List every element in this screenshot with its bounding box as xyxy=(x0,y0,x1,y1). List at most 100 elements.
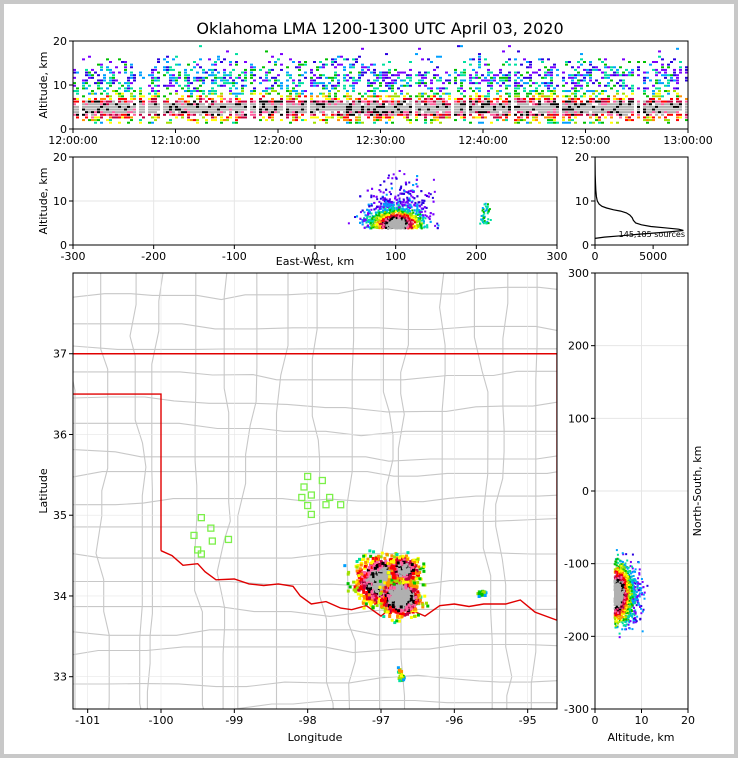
ew-cell xyxy=(415,225,418,228)
time-height-cell xyxy=(454,108,457,111)
time-height-cell xyxy=(391,74,394,77)
time-height-cell xyxy=(571,105,574,108)
time-height-cell xyxy=(589,121,592,124)
time-height-cell xyxy=(106,111,109,114)
time-height-cell xyxy=(367,111,370,114)
time-height-cell xyxy=(598,121,601,124)
time-height-cell xyxy=(424,76,427,79)
ew-cell xyxy=(415,178,418,181)
time-height-cell xyxy=(499,97,502,100)
time-height-cell xyxy=(376,111,379,114)
time-height-cell xyxy=(292,105,295,108)
time-height-cell xyxy=(157,108,160,111)
time-height-cell xyxy=(109,76,112,79)
time-height-cell xyxy=(268,108,271,111)
time-height-cell xyxy=(292,87,295,90)
time-height-cell xyxy=(316,82,319,85)
time-height-cell xyxy=(469,121,472,124)
ew-cell xyxy=(423,199,426,202)
time-height-cell xyxy=(103,97,106,100)
time-height-cell xyxy=(244,76,247,79)
time-height-cell xyxy=(280,113,283,116)
time-height-cell xyxy=(604,111,607,114)
time-height-cell xyxy=(460,113,463,116)
time-height-cell xyxy=(580,111,583,114)
time-height-cell xyxy=(574,92,577,95)
time-height-cell xyxy=(424,111,427,114)
time-height-cell xyxy=(358,76,361,79)
time-height-cell xyxy=(121,113,124,116)
ew-cell xyxy=(481,219,484,222)
time-height-cell xyxy=(106,95,109,98)
time-height-cell xyxy=(121,84,124,87)
time-height-cell xyxy=(649,119,652,122)
time-height-cell xyxy=(598,84,601,87)
time-height-cell xyxy=(250,66,253,69)
time-height-cell xyxy=(319,74,322,77)
time-height-cell xyxy=(109,105,112,108)
time-height-cell xyxy=(418,92,421,95)
time-height-cell xyxy=(358,121,361,124)
time-height-cell xyxy=(517,100,520,103)
time-height-cell xyxy=(361,63,364,66)
time-height-cell xyxy=(82,87,85,90)
plan-view-cell xyxy=(355,583,359,587)
time-height-cell xyxy=(553,111,556,114)
time-height-cell xyxy=(661,66,664,69)
time-height-cell xyxy=(385,95,388,98)
time-height-cell xyxy=(286,79,289,82)
time-height-cell xyxy=(331,113,334,116)
time-height-cell xyxy=(397,108,400,111)
ew-cell xyxy=(407,208,410,211)
time-height-cell xyxy=(265,105,268,108)
time-height-cell xyxy=(490,87,493,90)
time-height-cell xyxy=(580,79,583,82)
time-height-cell xyxy=(370,84,373,87)
time-height-cell xyxy=(487,71,490,74)
plan-view-cell xyxy=(369,554,373,558)
time-height-cell xyxy=(568,121,571,124)
ew-cell xyxy=(485,209,488,212)
ew-cell xyxy=(405,220,408,223)
time-height-cell xyxy=(235,105,238,108)
time-height-cell xyxy=(514,84,517,87)
ew-cell xyxy=(390,187,393,190)
time-height-cell xyxy=(601,90,604,93)
ew-cell xyxy=(386,213,389,216)
time-height-cell xyxy=(304,63,307,66)
time-height-cell xyxy=(499,90,502,93)
ew-cell xyxy=(399,202,402,205)
time-height-cell xyxy=(589,76,592,79)
time-height-cell xyxy=(265,90,268,93)
time-height-cell xyxy=(229,61,232,63)
ew-cell xyxy=(376,219,379,222)
time-height-cell xyxy=(274,79,277,82)
time-height-cell xyxy=(409,113,412,116)
time-height-cell xyxy=(184,68,187,71)
time-height-cell xyxy=(220,84,223,87)
time-height-cell xyxy=(676,97,679,100)
time-height-cell xyxy=(379,116,382,119)
time-height-cell xyxy=(190,82,193,85)
time-height-cell xyxy=(484,111,487,114)
time-height-cell xyxy=(448,103,451,106)
time-height-cell xyxy=(391,79,394,82)
time-height-cell xyxy=(130,76,133,79)
time-height-cell xyxy=(112,74,115,77)
time-height-cell xyxy=(217,111,220,114)
time-height-cell xyxy=(118,100,121,103)
time-height-cell xyxy=(439,95,442,98)
time-height-cell xyxy=(433,111,436,114)
time-height-cell xyxy=(193,100,196,103)
ew-cell xyxy=(420,210,423,213)
county-line xyxy=(346,273,356,709)
time-height-cell xyxy=(178,105,181,108)
time-height-cell xyxy=(604,100,607,103)
ew-cell xyxy=(371,217,374,220)
time-height-cell xyxy=(604,108,607,111)
ew-cell xyxy=(391,216,394,219)
time-height-cell xyxy=(628,74,631,77)
ew-cell xyxy=(411,209,414,212)
time-height-cell xyxy=(406,82,409,85)
time-height-cell xyxy=(301,119,304,122)
